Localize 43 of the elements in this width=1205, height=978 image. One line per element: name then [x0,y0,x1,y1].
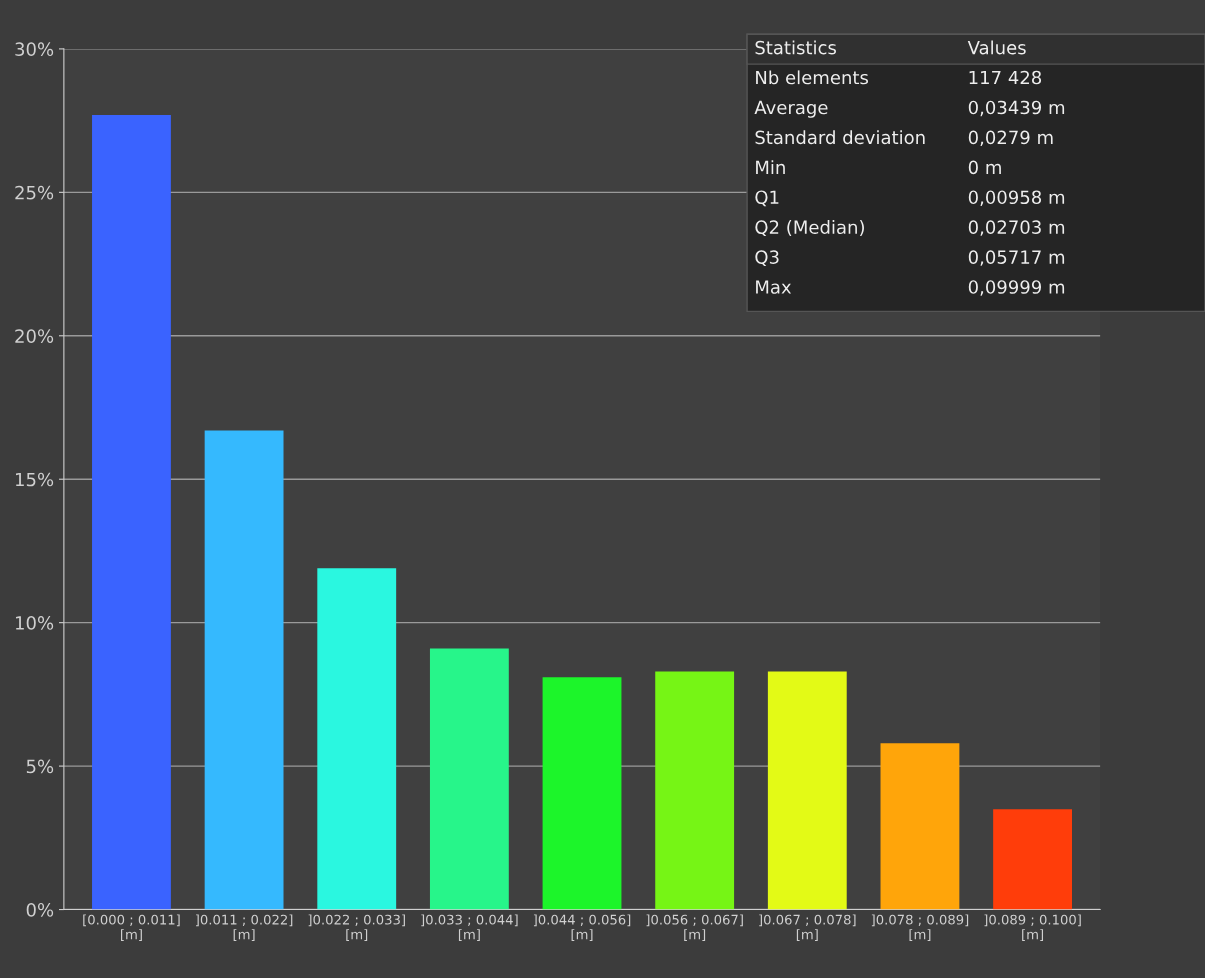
bar [317,568,397,910]
bar [204,430,284,910]
x-tick-label: ]0.011 ; 0.022] [m] [196,914,293,941]
annotation: Standard deviation [755,130,925,145]
x-tick-label: [0.000 ; 0.011] [m] [83,914,180,941]
annotation: 0 m [968,160,1001,175]
bar [542,677,622,910]
annotation: 0,09999 m [968,280,1065,296]
y-tick-label: 10% [15,616,54,630]
bar [655,671,735,910]
y-tick-label: 0% [26,903,54,917]
x-tick-label: ]0.078 ; 0.089] [m] [871,914,969,941]
y-tick-label: 25% [15,185,54,200]
annotation: 0,03439 m [968,100,1065,117]
annotation: 0,05717 m [968,250,1065,266]
x-tick-label: ]0.067 ; 0.078] [m] [759,914,856,941]
x-tick-label: ]0.033 ; 0.044] [m] [421,914,518,941]
annotation: 0,00958 m [968,190,1065,206]
annotation: Statistics [755,40,836,55]
annotation: 0,02703 m [968,220,1065,236]
annotation: Min [756,160,785,174]
bar [880,743,960,910]
x-tick-label: ]0.089 ; 0.100] [m] [984,914,1081,941]
annotation: Values [967,40,1026,55]
bar [993,809,1072,910]
bar [429,648,509,910]
y-tick-label: 15% [15,472,54,487]
bar [767,671,847,910]
annotation: Nb elements [756,70,869,85]
x-tick-label: ]0.056 ; 0.067] [m] [646,914,743,941]
annotation: Q2 (Median) [755,220,864,237]
x-tick-label: ]0.044 ; 0.056] [m] [533,914,631,941]
y-tick-label: 20% [15,329,54,343]
x-tick-label: ]0.022 ; 0.033] [m] [308,914,405,941]
annotation: 117 428 [969,70,1042,85]
annotation: Max [756,280,792,294]
annotation: Q3 [755,250,779,266]
annotation: Q1 [755,190,779,207]
annotation: Average [754,100,828,118]
annotation: 0,0279 m [968,130,1053,147]
y-tick-label: 5% [26,759,54,774]
bar [92,114,171,910]
y-tick-label: 30% [15,42,54,57]
